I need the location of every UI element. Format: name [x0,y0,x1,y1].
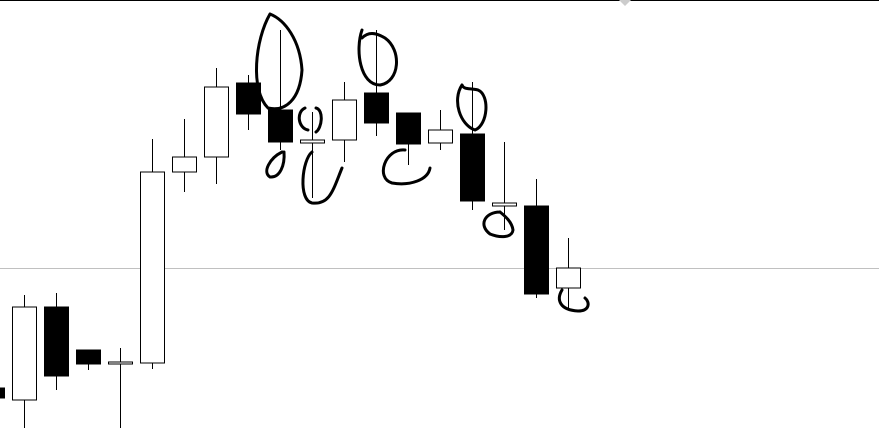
candle-body [76,349,101,365]
annotation-hook [297,106,323,134]
annotation-hook [557,288,590,313]
annotation-hook [265,150,286,179]
candle-body [172,156,197,173]
candle-body [428,129,453,144]
scroll-marker [619,0,631,6]
annotation-loop [357,28,398,87]
candle-body [460,133,485,202]
candle-body [524,205,549,295]
candle-body [108,361,133,365]
candle-body [492,202,517,207]
annotation-loop [482,210,515,239]
candle-body [396,112,421,145]
candle-body [556,267,581,289]
candle-body [140,171,165,364]
candles [0,30,581,428]
candle-body [364,92,389,124]
annotations [254,12,590,313]
candle-body [204,86,229,158]
annotation-hook [381,148,432,186]
candle-body [0,387,5,399]
candle-body [300,139,325,144]
annotation-loop [254,12,304,111]
candle-body [12,306,37,401]
candle-body [268,109,293,143]
candle-body [332,99,357,141]
annotation-hook [301,150,344,205]
candle-body [44,306,69,377]
annotation-loop [456,83,488,132]
